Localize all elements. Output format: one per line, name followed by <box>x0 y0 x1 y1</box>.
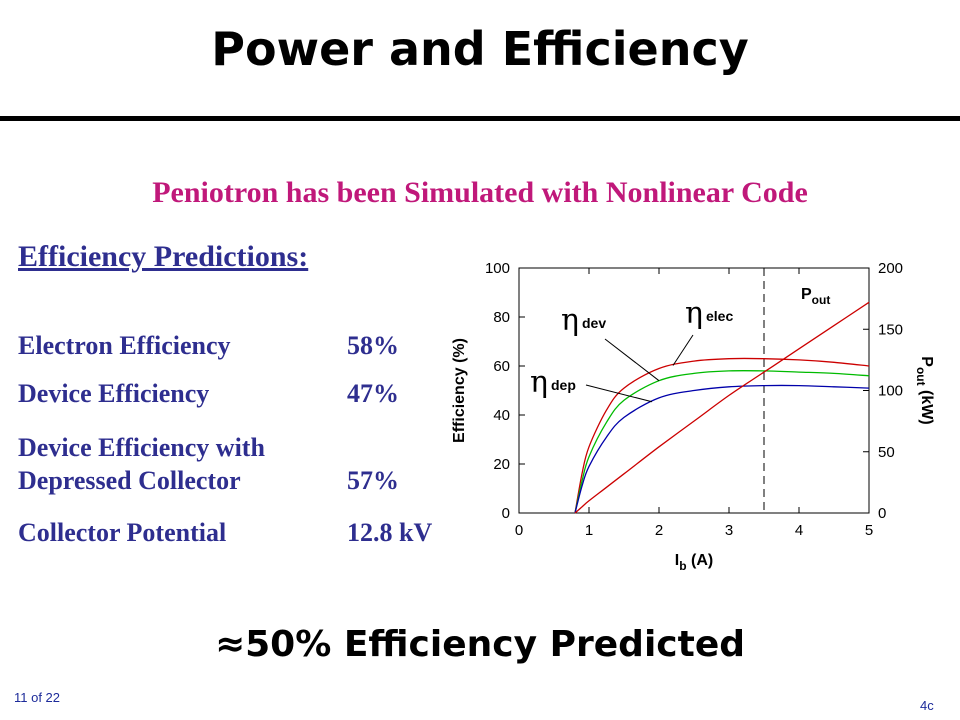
prediction-value: 57% <box>347 466 399 495</box>
y-left-axis-label: Efficiency (%) <box>451 338 468 443</box>
prediction-value: 47% <box>347 379 399 408</box>
y-right-tick-label: 200 <box>878 260 903 277</box>
x-tick-label: 1 <box>585 522 593 539</box>
x-tick-label: 4 <box>795 522 803 539</box>
prediction-label: Collector Potential <box>18 518 227 547</box>
chart-frame <box>518 267 870 514</box>
efficiency-heading: Efficiency Predictions: <box>18 240 309 273</box>
y-right-tick-label: 0 <box>878 505 886 522</box>
series-line-dep <box>574 384 870 514</box>
series-line-pout <box>574 301 870 514</box>
y-right-tick-label: 100 <box>878 383 903 400</box>
bottom-summary: ≈50% Efficiency Predicted <box>214 624 746 665</box>
x-tick-label: 5 <box>865 522 873 539</box>
x-axis-label: Ib (A) <box>675 552 713 573</box>
series-line-elec <box>574 357 870 514</box>
eta-dev-leader <box>604 338 660 382</box>
subtitle: Peniotron has been Simulated with Nonlin… <box>152 176 808 209</box>
slide-id: 4c <box>920 698 934 713</box>
page-title: Power and Efficiency <box>211 22 749 76</box>
x-tick-label: 0 <box>515 522 523 539</box>
prediction-label: Depressed Collector <box>18 466 241 495</box>
y-left-tick-label: 60 <box>493 358 510 375</box>
eta-elec-leader <box>672 334 694 366</box>
y-left-tick-label: 80 <box>493 309 510 326</box>
prediction-label: Electron Efficiency <box>18 331 231 360</box>
eta-dep-leader <box>585 384 653 403</box>
prediction-value: 12.8 kV <box>347 518 433 547</box>
chart-series-group <box>574 301 870 514</box>
eta-elec-label: η elec <box>685 296 733 331</box>
title-divider <box>0 116 960 121</box>
prediction-label: Device Efficiency with <box>18 433 265 462</box>
prediction-value: 58% <box>347 331 399 360</box>
y-right-tick-label: 150 <box>878 321 903 338</box>
pout-curve-label: Pout <box>801 286 830 307</box>
y-left-tick-label: 100 <box>485 260 510 277</box>
eta-dev-label: η dev <box>561 303 606 338</box>
y-left-tick-label: 0 <box>502 505 510 522</box>
y-right-tick-label: 50 <box>878 444 895 461</box>
eta-dep-label: η dep <box>530 365 576 400</box>
page-number: 11 of 22 <box>14 690 61 705</box>
y-left-tick-label: 40 <box>493 407 510 424</box>
y-right-axis-label: Pout (kW) <box>914 356 935 424</box>
x-tick-label: 3 <box>725 522 733 539</box>
series-line-dev <box>574 370 870 514</box>
x-tick-label: 2 <box>655 522 663 539</box>
y-left-tick-label: 20 <box>493 456 510 473</box>
prediction-label: Device Efficiency <box>18 379 210 408</box>
